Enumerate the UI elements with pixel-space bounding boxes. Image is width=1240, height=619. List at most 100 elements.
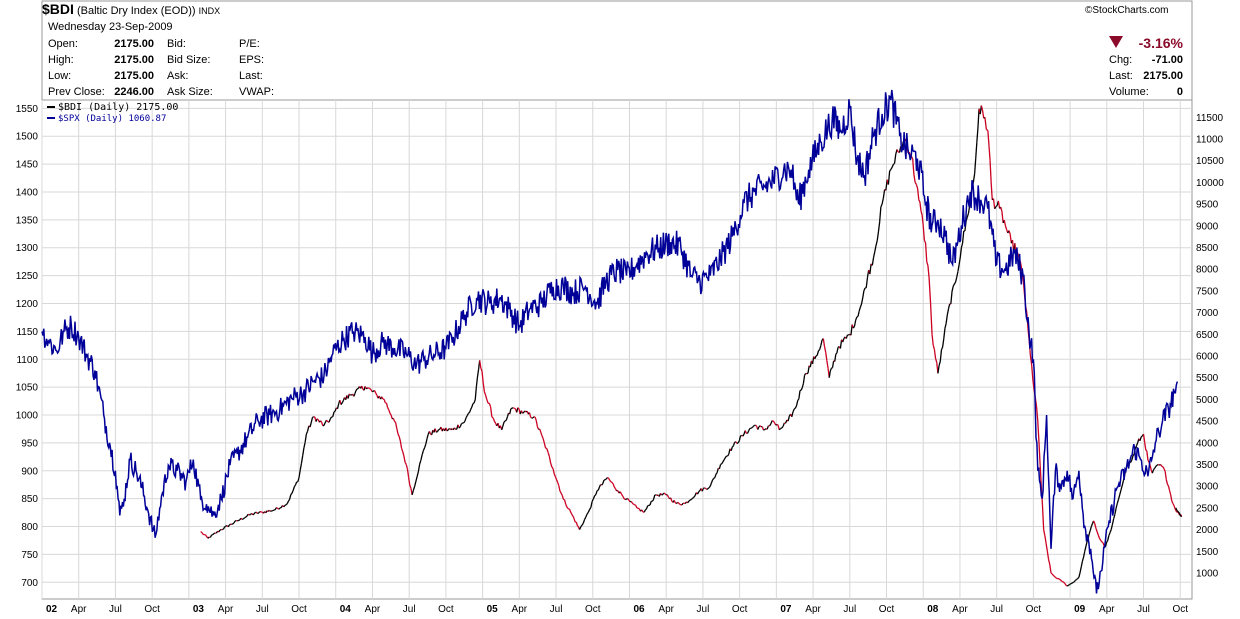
- bdi-segment: [761, 426, 765, 431]
- bdi-segment: [929, 303, 933, 335]
- bdi-segment: [772, 420, 776, 424]
- bdi-segment: [675, 502, 677, 505]
- bdi-segment: [222, 526, 226, 530]
- x-tick-label: Jul: [550, 604, 563, 615]
- bdi-segment: [575, 521, 578, 526]
- left-tick-label: 1050: [16, 383, 39, 394]
- bdi-segment: [348, 393, 351, 396]
- bdi-segment: [825, 352, 828, 361]
- bdi-segment: [663, 492, 666, 495]
- x-tick-label: Apr: [1099, 604, 1115, 615]
- left-tick-label: 1550: [16, 104, 39, 115]
- bdi-segment: [1116, 499, 1120, 504]
- bdi-segment: [393, 420, 397, 424]
- bdi-segment: [553, 473, 556, 477]
- bdi-segment: [219, 528, 222, 531]
- bdi-segment: [283, 504, 286, 508]
- bdi-segment: [1073, 579, 1076, 583]
- bdi-segment: [1164, 471, 1167, 480]
- bdi-segment: [505, 416, 509, 421]
- bdi-segment: [602, 479, 605, 484]
- bdi-segment: [400, 447, 404, 452]
- x-tick-label: Jul: [697, 604, 710, 615]
- bdi-segment: [403, 455, 406, 463]
- bdi-segment: [622, 495, 625, 499]
- bdi-segment: [922, 225, 926, 241]
- bdi-segment: [563, 498, 565, 501]
- bdi-segment: [1039, 465, 1042, 487]
- bdi-segment: [829, 367, 833, 372]
- bdi-segment: [285, 503, 288, 506]
- bdi-segment: [626, 497, 629, 500]
- bdi-segment: [409, 484, 412, 489]
- bdi-segment: [872, 251, 876, 258]
- bdi-segment: [493, 420, 497, 424]
- bdi-segment: [787, 416, 790, 422]
- bdi-segment: [580, 524, 583, 528]
- bdi-segment: [823, 346, 827, 353]
- bdi-segment: [956, 271, 959, 278]
- bdi-segment: [710, 479, 714, 484]
- bdi-segment: [228, 523, 231, 526]
- bdi-segment: [989, 160, 992, 183]
- bdi-segment: [561, 495, 565, 500]
- bdi-segment: [1088, 530, 1091, 535]
- bdi-segment: [571, 514, 574, 517]
- brand-link[interactable]: ©StockCharts.com: [1085, 5, 1169, 16]
- bdi-segment: [288, 494, 292, 500]
- bdi-segment: [600, 483, 603, 486]
- bdi-segment: [341, 400, 344, 404]
- bdi-segment: [818, 349, 821, 352]
- bdi-segment: [1147, 459, 1150, 463]
- bdi-segment: [1071, 581, 1074, 584]
- bdi-segment: [706, 488, 709, 490]
- bdi-segment: [887, 170, 891, 185]
- bdi-segment: [952, 283, 955, 287]
- bdi-segment: [722, 459, 725, 463]
- bdi-segment: [592, 495, 596, 500]
- bdi-segment: [1178, 512, 1182, 517]
- bdi-segment: [284, 504, 287, 506]
- bdi-segment: [278, 507, 281, 510]
- bdi-segment: [807, 365, 810, 374]
- bdi-segment: [995, 205, 998, 208]
- bdi-segment: [1146, 450, 1149, 461]
- bdi-segment: [619, 491, 623, 495]
- bdi-segment: [744, 430, 747, 434]
- bdi-segment: [209, 534, 213, 538]
- bdi-segment: [425, 438, 428, 445]
- bdi-segment: [920, 210, 923, 216]
- bdi-segment: [858, 307, 861, 312]
- bdi-segment: [1139, 436, 1142, 441]
- bdi-segment: [688, 499, 691, 502]
- bdi-segment: [554, 476, 558, 480]
- x-tick-label: Jul: [843, 604, 856, 615]
- change-percent: -3.16%: [1138, 35, 1183, 51]
- bdi-segment: [992, 198, 996, 209]
- bdi-segment: [1085, 541, 1088, 547]
- bdi-segment: [966, 213, 970, 218]
- bdi-segment: [492, 417, 495, 422]
- bdi-segment: [396, 428, 399, 435]
- bdi-segment: [666, 494, 670, 498]
- bdi-segment: [291, 490, 294, 494]
- x-tick-label: Oct: [585, 604, 601, 615]
- bdi-segment: [532, 416, 535, 419]
- bdi-segment: [842, 338, 845, 343]
- bdi-segment: [586, 511, 589, 515]
- bdi-segment: [750, 427, 753, 429]
- bdi-segment: [405, 464, 409, 469]
- bdi-segment: [826, 360, 829, 369]
- bdi-segment: [292, 486, 295, 491]
- bdi-segment: [1119, 489, 1122, 495]
- bdi-segment: [539, 428, 542, 433]
- bdi-segment: [645, 505, 649, 509]
- bdi-segment: [1114, 507, 1117, 515]
- bdi-segment: [1078, 572, 1081, 578]
- bdi-segment: [1065, 584, 1068, 587]
- bdi-segment: [353, 393, 356, 397]
- bdi-segment: [402, 451, 405, 457]
- bdi-segment: [802, 375, 806, 384]
- bdi-segment: [548, 456, 552, 463]
- bdi-segment: [736, 442, 739, 445]
